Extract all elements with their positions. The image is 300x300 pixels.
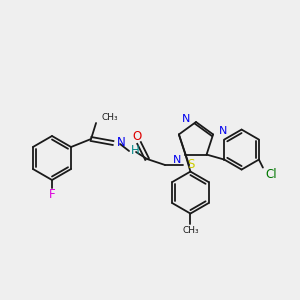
Text: N: N xyxy=(117,136,126,149)
Text: S: S xyxy=(187,158,194,172)
Text: Cl: Cl xyxy=(265,168,277,181)
Text: O: O xyxy=(132,130,142,142)
Text: CH₃: CH₃ xyxy=(101,113,118,122)
Text: N: N xyxy=(173,154,182,165)
Text: F: F xyxy=(49,188,55,200)
Text: H: H xyxy=(131,143,140,157)
Text: N: N xyxy=(219,126,227,136)
Text: N: N xyxy=(182,114,190,124)
Text: CH₃: CH₃ xyxy=(182,226,199,235)
